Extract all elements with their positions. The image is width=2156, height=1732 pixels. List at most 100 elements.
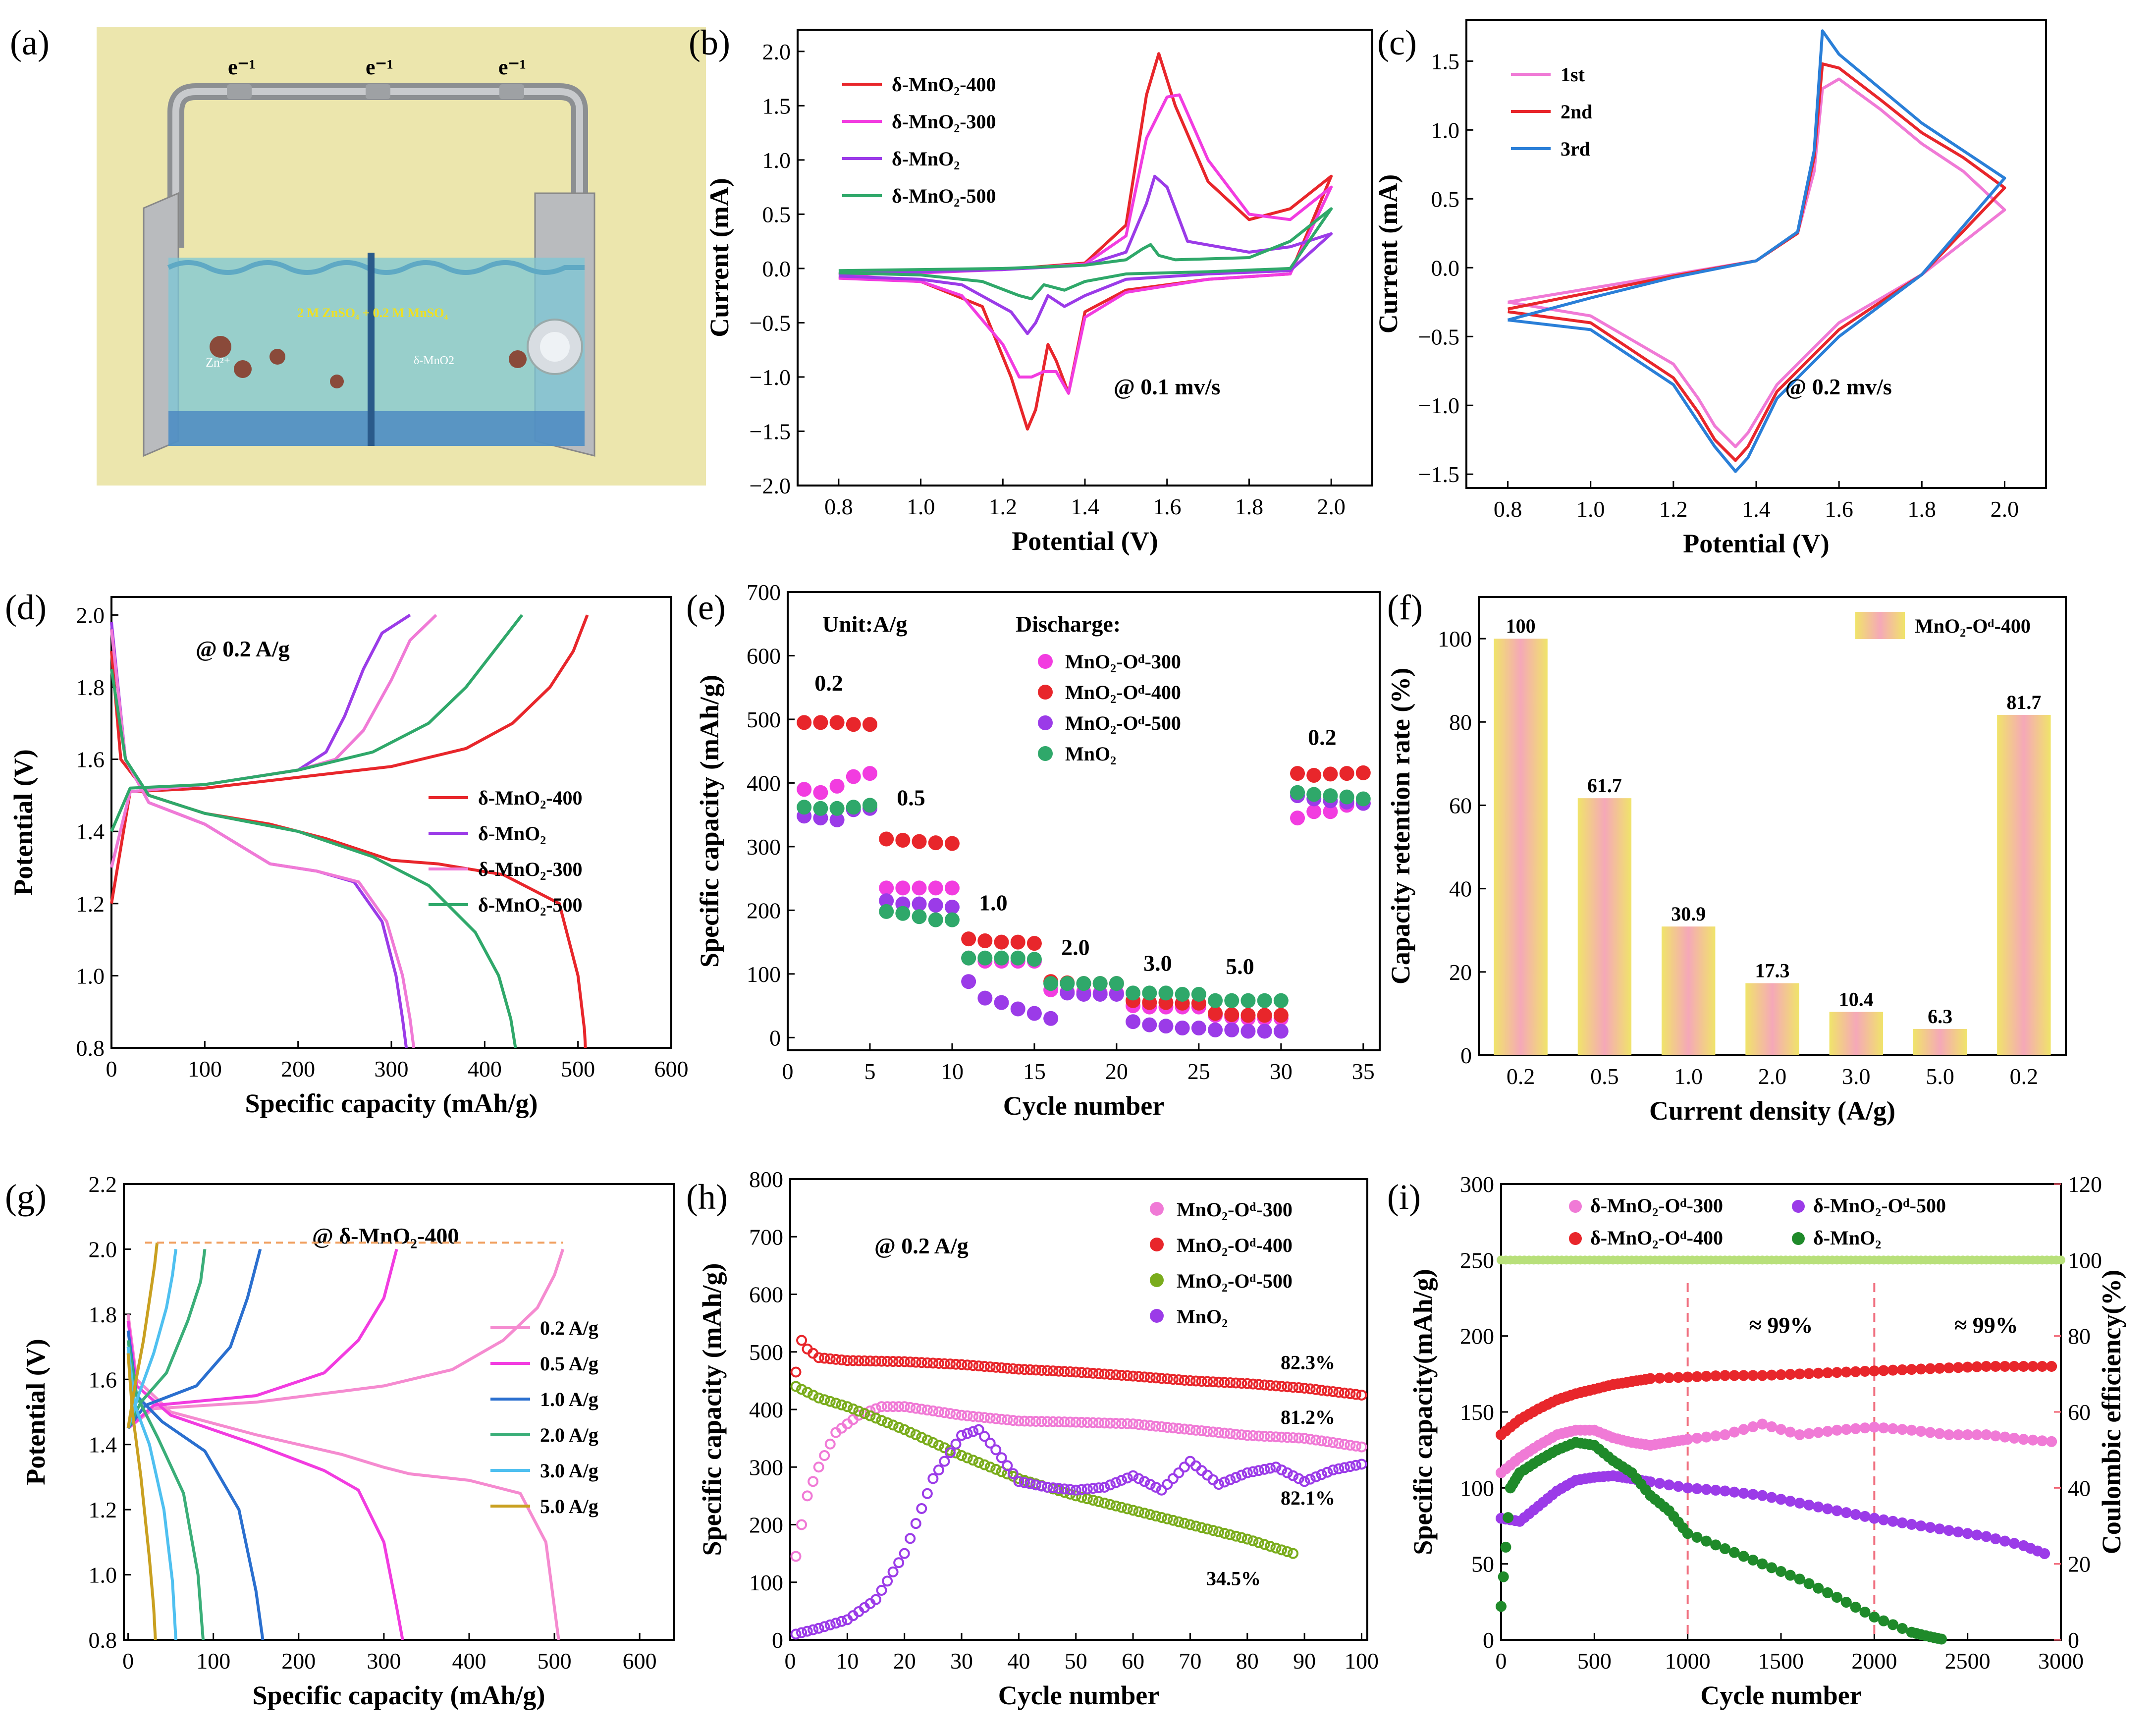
x-tick-label: 70 [1179,1648,1201,1674]
x-tick-label: 600 [654,1056,689,1082]
y-axis-label: Specific capacity(mAh/g) [1408,1269,1438,1555]
data-point-δ-MnO₂-Oᵈ-300 [1906,1424,1917,1436]
data-point-δ-MnO₂-Oᵈ-300 [1757,1418,1768,1430]
data-point-δ-MnO₂-Oᵈ-300 [1990,1430,2001,1442]
y-axis-label: Capacity retention rate (%) [1386,668,1415,984]
data-point-MnO₂ [1236,1469,1247,1481]
y-tick-label: 500 [749,1340,783,1365]
data-point-MnO₂ [1104,1479,1116,1491]
legend-label: δ-MnO₂-Oᵈ-400 [1590,1227,1723,1249]
retention-label: 82.1% [1281,1487,1335,1509]
data-point-MnO₂ [1290,785,1305,800]
data-point-MnO₂-Oᵈ-300 [1081,1417,1093,1428]
panel-label-b: (b) [689,23,730,62]
data-point-δ-MnO₂-Oᵈ-300 [1952,1429,1964,1440]
data-point-MnO₂ [1133,1473,1144,1484]
zn-particle [234,360,252,378]
data-point-MnO₂-Oᵈ-300 [1219,1427,1230,1439]
data-point-MnO₂-Oᵈ-400 [1139,1371,1150,1383]
data-point-δ-MnO₂-Oᵈ-500 [1822,1503,1833,1515]
data-point-MnO₂-Oᵈ-300 [1047,1416,1059,1427]
y-tick-label: 250 [1460,1247,1494,1273]
data-point-MnO₂ [846,800,861,815]
data-point-MnO₂-Oᵈ-400 [1264,1380,1276,1391]
data-point-MnO₂ [1306,787,1322,802]
discharge-curve-2.0 A/g [126,1340,205,1640]
data-point-δ-MnO₂-Oᵈ-400 [1654,1372,1666,1384]
data-point-δ-MnO₂-Oᵈ-500 [1859,1511,1871,1522]
data-point-MnO₂ [979,1431,990,1442]
data-point-δ-MnO₂-Oᵈ-400 [1720,1370,1730,1381]
data-point-MnO₂-Oᵈ-500 [836,1399,847,1410]
data-point-MnO₂ [876,1585,887,1596]
data-point-MnO₂ [1213,1479,1225,1490]
data-point-MnO₂-Oᵈ-400 [1047,1365,1059,1377]
cv-curve-δ-MnO₂ [838,174,1333,335]
data-point-δ-MnO₂-Oᵈ-500 [1784,1496,1796,1507]
data-point-MnO₂ [912,909,927,924]
y-tick-label: 800 [749,1167,783,1192]
x-tick-label: 400 [452,1648,486,1674]
data-point-MnO₂-Oᵈ-400 [1065,1366,1076,1377]
unit-note: Unit:A/g [822,611,907,637]
ion-label: Zn²⁺ [206,355,230,370]
data-point-MnO₂-Oᵈ-400 [1156,1373,1167,1384]
legend-marker [1569,1232,1582,1245]
legend-label: MnO₂-Oᵈ-300 [1065,650,1181,673]
data-point-MnO₂ [973,1424,984,1435]
data-point-MnO₂-Oᵈ-300 [1036,1416,1047,1427]
data-point-MnO₂-Oᵈ-400 [921,1357,933,1368]
charge-curve-5.0 A/g [126,1242,159,1429]
x-tick-label: 0 [106,1056,117,1082]
data-point-MnO₂-Oᵈ-300 [1247,1430,1259,1441]
data-point-δ-MnO₂ [1757,1558,1768,1570]
data-point-MnO₂ [1116,1474,1128,1486]
x-tick-label: 0 [785,1648,796,1674]
data-point-MnO₂-Oᵈ-300 [996,1413,1007,1425]
data-point-MnO₂-Oᵈ-300 [1290,811,1305,826]
data-point-δ-MnO₂-Oᵈ-400 [2008,1361,2020,1372]
data-point-MnO₂ [870,1594,882,1605]
x-tick-label: 500 [1577,1648,1612,1674]
data-point-MnO₂-Oᵈ-500 [870,1412,882,1424]
mno2-flower-core [540,332,570,362]
data-point-MnO₂-Oᵈ-300 [1019,1415,1030,1427]
y-tick-label: 500 [747,707,781,732]
data-point-MnO₂ [1065,1484,1076,1495]
y-tick-label: −0.5 [1418,324,1459,349]
x-tick-label: 1.6 [1153,494,1182,519]
data-point-δ-MnO₂-Oᵈ-400 [1952,1362,1964,1373]
y-tick-label: −1.0 [750,365,791,390]
legend-entry-label: 0.2 A/g [540,1317,598,1339]
data-point-δ-MnO₂-Oᵈ-500 [1813,1501,1824,1513]
data-point-MnO₂-Oᵈ-500 [1142,1017,1157,1032]
data-point-MnO₂ [1043,976,1059,991]
x-tick-label: 500 [538,1648,572,1674]
data-point-MnO₂-Oᵈ-400 [1224,1007,1240,1023]
data-point-MnO₂-Oᵈ-400 [927,1357,939,1369]
data-point-MnO₂ [1019,1477,1030,1488]
data-point-MnO₂-Oᵈ-300 [1093,1417,1104,1428]
data-point-MnO₂-Oᵈ-500 [829,812,845,827]
retention-label: 82.3% [1281,1352,1335,1374]
data-point-MnO₂-Oᵈ-500 [859,1408,870,1419]
data-point-MnO₂ [939,1456,950,1467]
data-point-δ-MnO₂-Oᵈ-300 [1822,1426,1833,1437]
data-point-MnO₂-Oᵈ-500 [912,896,927,912]
data-point-δ-MnO₂-Oᵈ-400 [1981,1361,1992,1372]
y-tick-label: 1.2 [89,1497,117,1522]
y-tick-label: 1.4 [76,819,105,844]
data-point-MnO₂-Oᵈ-500 [879,893,894,909]
y-tick-label: 0 [772,1627,783,1653]
data-point-MnO₂ [1316,1469,1327,1480]
data-point-δ-MnO₂-Oᵈ-400 [1738,1370,1749,1381]
data-point-MnO₂-Oᵈ-300 [1306,804,1322,819]
data-point-MnO₂-Oᵈ-400 [1207,1376,1219,1388]
data-point-δ-MnO₂-Oᵈ-300 [1747,1421,1759,1432]
data-point-MnO₂ [1047,1482,1059,1494]
data-point-MnO₂-Oᵈ-300 [956,1409,968,1421]
data-point-δ-MnO₂ [1850,1602,1861,1613]
y-tick-label: 700 [749,1224,783,1249]
data-point-MnO₂-Oᵈ-400 [1081,1367,1093,1379]
data-point-δ-MnO₂-Oᵈ-400 [1710,1370,1722,1382]
